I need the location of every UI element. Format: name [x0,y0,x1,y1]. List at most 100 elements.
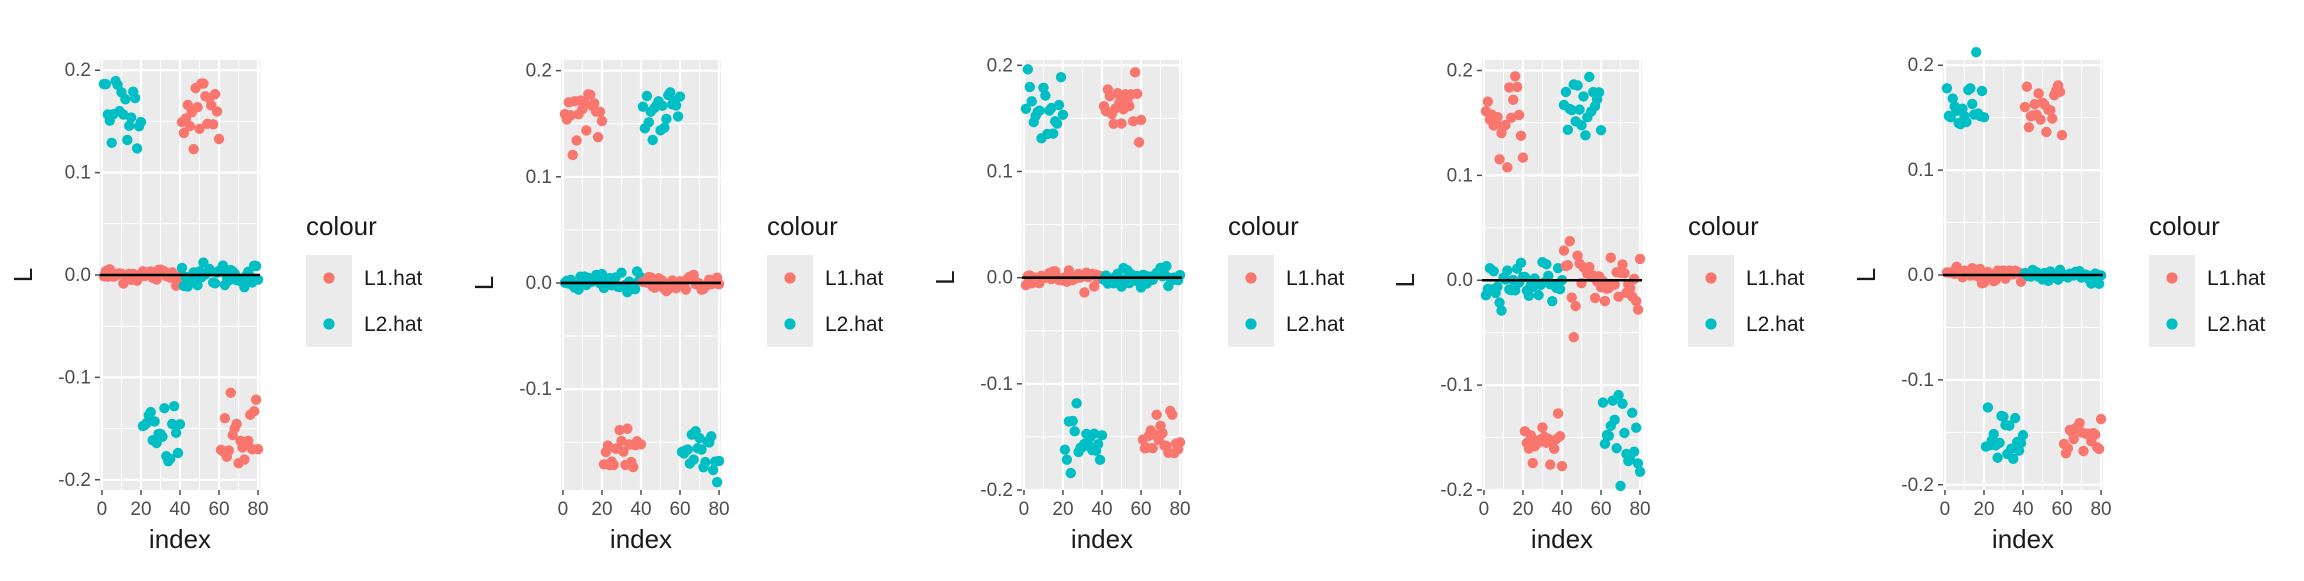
data-point [1576,120,1588,131]
data-point [231,418,242,430]
data-point [1598,397,1609,408]
y-tick-label: 0.2 [65,60,91,81]
legend-key-point [784,272,796,284]
data-point [126,112,137,123]
data-point [2006,443,2017,454]
data-point [1555,431,1566,442]
data-point [588,98,600,109]
data-point [1982,402,1994,413]
data-point [637,101,648,112]
data-point [209,278,221,289]
data-point [145,406,156,418]
data-point [680,284,691,295]
data-point [2033,88,2044,99]
data-point [1078,287,1090,298]
legend-label: L2.hat [1286,313,1345,336]
data-point [1053,99,1064,111]
data-point [696,444,707,455]
data-point [1564,235,1576,247]
data-point [594,106,606,117]
data-point [699,456,711,468]
x-tick-label: 40 [2013,499,2034,520]
data-point [1594,87,1605,98]
data-point [188,144,199,155]
data-point [1555,284,1566,295]
data-point [1506,112,1517,124]
data-point [194,123,205,134]
data-point [1992,452,2004,463]
data-point [165,453,176,464]
data-point [1549,443,1560,454]
data-point [621,423,633,434]
data-point [1502,162,1513,173]
data-point [1510,285,1521,296]
data-point [1553,408,1564,419]
data-point [584,89,596,101]
data-point [1147,442,1158,454]
data-point [641,90,652,102]
data-point [1553,263,1564,274]
data-point [657,100,668,111]
data-point [2041,126,2052,138]
data-point [1625,282,1636,294]
data-point [1615,480,1627,492]
legend-label: L1.hat [825,267,884,290]
data-point [645,272,656,283]
data-point [2045,105,2056,116]
data-point [1961,116,1972,128]
data-point [1574,104,1586,115]
x-tick-label: 40 [1552,499,1573,520]
x-tick-label: 0 [97,499,108,520]
y-axis-title: L [930,270,960,284]
y-tick-label: -0.2 [58,470,91,491]
x-tick-label: 40 [1091,499,1112,520]
data-point [1502,265,1513,276]
data-point [2096,413,2107,425]
x-tick-label: 60 [1130,499,1151,520]
x-tick-label: 0 [557,499,568,520]
y-tick-label: -0.1 [1441,375,1474,396]
data-point [1977,85,1988,97]
y-tick-label: -0.1 [980,374,1013,395]
x-tick-label: 80 [1630,499,1651,520]
y-tick-label: 0.0 [1908,265,1934,286]
data-point [608,459,619,471]
data-point [1631,422,1642,433]
data-point [1635,253,1646,265]
legend-key-point [2166,272,2178,284]
legend-key-point [1705,318,1717,330]
data-point [243,435,254,447]
y-tick-label: 0.2 [1447,60,1473,81]
data-point [223,445,234,456]
data-point [1160,260,1172,272]
data-point [643,117,654,128]
data-point [174,418,186,430]
x-tick-label: 40 [630,499,651,520]
data-point [1022,64,1033,75]
data-point [149,416,160,427]
data-point [2017,429,2029,441]
data-point [1584,71,1595,83]
legend-label: L1.hat [2207,267,2266,290]
data-point [176,262,188,274]
data-point [1947,93,1959,104]
data-point [1578,91,1590,102]
data-point [129,92,141,104]
data-point [2029,99,2041,110]
data-point [2074,417,2085,429]
data-point [2057,129,2068,141]
data-point [1516,257,1527,268]
data-point [223,275,234,286]
data-point [659,122,670,133]
data-point [1635,466,1646,477]
y-tick-label: -0.1 [58,367,91,388]
data-point [192,101,203,113]
data-point [1965,83,1976,94]
data-point [1613,291,1625,302]
data-point [239,282,250,293]
data-point [1541,259,1552,270]
data-point [1483,96,1494,107]
x-tick-label: 20 [591,499,612,520]
